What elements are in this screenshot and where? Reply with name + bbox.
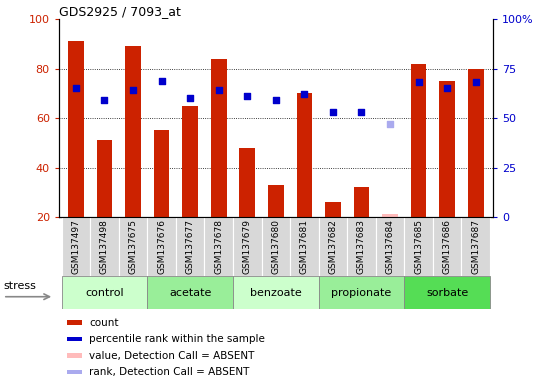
Bar xyxy=(147,276,233,309)
Bar xyxy=(404,217,433,276)
Text: stress: stress xyxy=(3,281,36,291)
Bar xyxy=(154,131,170,217)
Text: GSM137681: GSM137681 xyxy=(300,219,309,274)
Text: acetate: acetate xyxy=(169,288,211,298)
Text: GSM137498: GSM137498 xyxy=(100,219,109,274)
Bar xyxy=(233,217,262,276)
Bar xyxy=(90,217,119,276)
Bar xyxy=(67,353,82,358)
Bar xyxy=(319,276,404,309)
Bar xyxy=(119,217,147,276)
Point xyxy=(328,109,337,115)
Bar xyxy=(211,59,227,217)
Text: propionate: propionate xyxy=(332,288,391,298)
Point xyxy=(157,78,166,84)
Text: GSM137687: GSM137687 xyxy=(471,219,480,274)
Bar xyxy=(147,217,176,276)
Bar xyxy=(67,337,82,341)
Bar xyxy=(347,217,376,276)
Text: GSM137679: GSM137679 xyxy=(242,219,252,274)
Bar xyxy=(239,148,255,217)
Bar xyxy=(67,320,82,325)
Bar xyxy=(325,202,340,217)
Point xyxy=(271,97,280,103)
Bar xyxy=(268,185,284,217)
Text: GSM137677: GSM137677 xyxy=(186,219,195,274)
Bar xyxy=(62,217,90,276)
Text: percentile rank within the sample: percentile rank within the sample xyxy=(89,334,265,344)
Text: GSM137676: GSM137676 xyxy=(157,219,166,274)
Bar xyxy=(183,106,198,217)
Bar xyxy=(176,217,204,276)
Bar xyxy=(97,140,113,217)
Bar xyxy=(433,217,461,276)
Text: value, Detection Call = ABSENT: value, Detection Call = ABSENT xyxy=(89,351,254,361)
Text: GSM137685: GSM137685 xyxy=(414,219,423,274)
Bar xyxy=(296,93,312,217)
Bar xyxy=(404,276,490,309)
Bar xyxy=(68,41,84,217)
Point xyxy=(100,97,109,103)
Text: GSM137678: GSM137678 xyxy=(214,219,223,274)
Bar xyxy=(376,217,404,276)
Bar xyxy=(125,46,141,217)
Point xyxy=(442,85,451,91)
Bar xyxy=(233,276,319,309)
Bar xyxy=(62,276,147,309)
Text: GSM137497: GSM137497 xyxy=(72,219,81,274)
Point xyxy=(385,121,394,127)
Point xyxy=(243,93,252,99)
Text: GDS2925 / 7093_at: GDS2925 / 7093_at xyxy=(59,5,181,18)
Text: GSM137675: GSM137675 xyxy=(129,219,138,274)
Point xyxy=(214,87,223,93)
Point xyxy=(300,91,309,98)
Text: rank, Detection Call = ABSENT: rank, Detection Call = ABSENT xyxy=(89,367,249,377)
Bar xyxy=(410,64,426,217)
Text: benzoate: benzoate xyxy=(250,288,302,298)
Text: control: control xyxy=(85,288,124,298)
Point xyxy=(357,109,366,115)
Bar xyxy=(353,187,369,217)
Bar xyxy=(290,217,319,276)
Text: GSM137683: GSM137683 xyxy=(357,219,366,274)
Point xyxy=(72,85,81,91)
Bar xyxy=(67,370,82,374)
Bar xyxy=(262,217,290,276)
Text: GSM137686: GSM137686 xyxy=(442,219,451,274)
Text: count: count xyxy=(89,318,119,328)
Bar xyxy=(439,81,455,217)
Point xyxy=(414,79,423,86)
Bar xyxy=(382,215,398,217)
Bar xyxy=(461,217,490,276)
Bar xyxy=(204,217,233,276)
Point xyxy=(186,95,195,101)
Text: GSM137684: GSM137684 xyxy=(385,219,394,274)
Point xyxy=(471,79,480,86)
Text: GSM137680: GSM137680 xyxy=(271,219,281,274)
Point xyxy=(129,87,138,93)
Text: GSM137682: GSM137682 xyxy=(328,219,338,274)
Bar xyxy=(319,217,347,276)
Bar xyxy=(468,69,483,217)
Text: sorbate: sorbate xyxy=(426,288,468,298)
